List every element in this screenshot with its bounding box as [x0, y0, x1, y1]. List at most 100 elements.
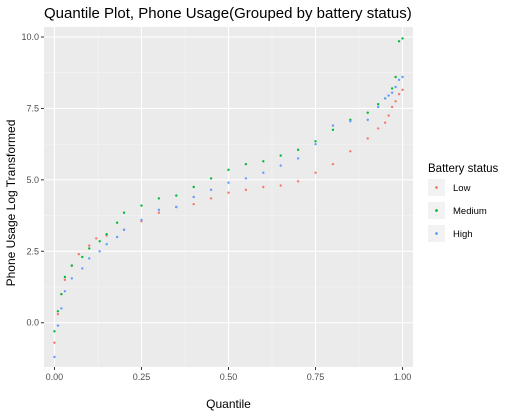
data-point-low: [88, 244, 91, 247]
legend-key-dot: [435, 232, 438, 235]
y-tick-label: 0.0: [26, 318, 39, 328]
data-point-medium: [192, 185, 195, 189]
legend-label: Medium: [453, 206, 487, 217]
data-point-high: [70, 277, 74, 280]
data-point-low: [349, 150, 352, 153]
data-point-low: [331, 162, 335, 166]
x-tick-label: 0.00: [46, 372, 64, 382]
x-tick-label: 0.75: [307, 372, 325, 382]
data-points: [53, 37, 404, 359]
legend-key-dot: [435, 209, 438, 212]
data-point-medium: [175, 194, 178, 197]
data-point-high: [157, 208, 161, 212]
y-tick-label: 5.0: [26, 175, 39, 185]
data-point-high: [192, 195, 195, 199]
data-point-medium: [98, 240, 101, 243]
data-point-high: [394, 85, 397, 89]
data-point-low: [63, 278, 67, 282]
data-point-low: [366, 137, 369, 140]
data-point-medium: [244, 162, 248, 166]
data-point-medium: [397, 40, 401, 43]
data-point-medium: [262, 160, 265, 163]
data-point-medium: [390, 87, 394, 90]
data-point-high: [401, 75, 404, 79]
data-point-high: [60, 307, 63, 310]
data-point-high: [227, 181, 230, 184]
data-point-medium: [279, 154, 282, 157]
data-point-medium: [88, 247, 91, 250]
legend: Battery status Low Medium High: [428, 163, 499, 242]
data-point-high: [140, 218, 143, 222]
y-tick-label: 7.5: [26, 103, 39, 113]
data-point-low: [314, 171, 317, 174]
data-point-high: [209, 188, 213, 192]
data-point-high: [331, 124, 335, 127]
legend-label: Low: [453, 183, 471, 194]
data-point-low: [53, 341, 56, 344]
data-point-medium: [296, 148, 300, 152]
data-point-low: [394, 100, 397, 103]
data-point-high: [390, 91, 394, 94]
data-point-low: [227, 191, 230, 194]
y-axis-title: Phone Usage Log Transformed: [4, 120, 18, 287]
data-point-high: [244, 177, 248, 180]
data-point-medium: [70, 264, 74, 267]
data-point-high: [296, 157, 300, 160]
data-point-medium: [331, 128, 335, 132]
y-tick-label: 10.0: [21, 32, 39, 42]
data-point-high: [387, 94, 390, 97]
data-point-low: [387, 114, 390, 117]
data-point-low: [77, 252, 81, 256]
data-point-high: [279, 164, 282, 167]
x-axis-title: Quantile: [206, 397, 251, 411]
data-point-medium: [105, 232, 108, 236]
data-point-high: [349, 120, 352, 123]
data-point-high: [88, 257, 91, 260]
data-point-medium: [140, 204, 143, 207]
data-point-high: [56, 324, 60, 327]
data-point-medium: [401, 37, 404, 40]
grid-lines: [44, 27, 413, 367]
data-point-low: [383, 121, 387, 124]
data-point-high: [115, 235, 119, 239]
data-point-low: [390, 105, 394, 109]
data-point-low: [262, 185, 265, 189]
data-point-high: [81, 267, 84, 270]
data-point-low: [209, 197, 213, 200]
data-point-high: [262, 171, 265, 174]
data-point-high: [376, 105, 380, 109]
x-axis: 0.00 0.25 0.50 0.75 1.00: [46, 367, 411, 382]
data-point-low: [56, 312, 60, 316]
data-point-high: [122, 228, 126, 232]
data-point-low: [192, 202, 195, 206]
data-point-low: [244, 188, 248, 192]
data-point-medium: [209, 177, 213, 180]
data-point-medium: [53, 330, 56, 333]
data-point-low: [401, 88, 404, 92]
data-point-high: [383, 97, 387, 100]
x-tick-label: 0.25: [133, 372, 151, 382]
data-point-medium: [157, 197, 161, 200]
data-point-medium: [63, 275, 67, 279]
data-point-medium: [56, 310, 60, 313]
y-tick-label: 2.5: [26, 246, 39, 256]
data-point-low: [279, 184, 282, 187]
legend-label: High: [453, 229, 473, 240]
data-point-high: [105, 242, 108, 246]
data-point-medium: [122, 211, 126, 214]
data-point-medium: [227, 168, 230, 172]
data-point-low: [157, 211, 161, 214]
data-point-medium: [81, 255, 84, 259]
data-point-high: [397, 78, 401, 82]
data-point-medium: [394, 75, 397, 79]
data-point-high: [314, 142, 317, 146]
chart-title: Quantile Plot, Phone Usage(Grouped by ba…: [44, 5, 412, 22]
data-point-medium: [376, 102, 380, 106]
data-point-high: [175, 205, 178, 209]
data-point-high: [98, 250, 101, 253]
data-point-high: [366, 118, 369, 122]
data-point-high: [53, 355, 56, 359]
data-point-medium: [60, 292, 63, 296]
data-point-low: [95, 237, 98, 240]
